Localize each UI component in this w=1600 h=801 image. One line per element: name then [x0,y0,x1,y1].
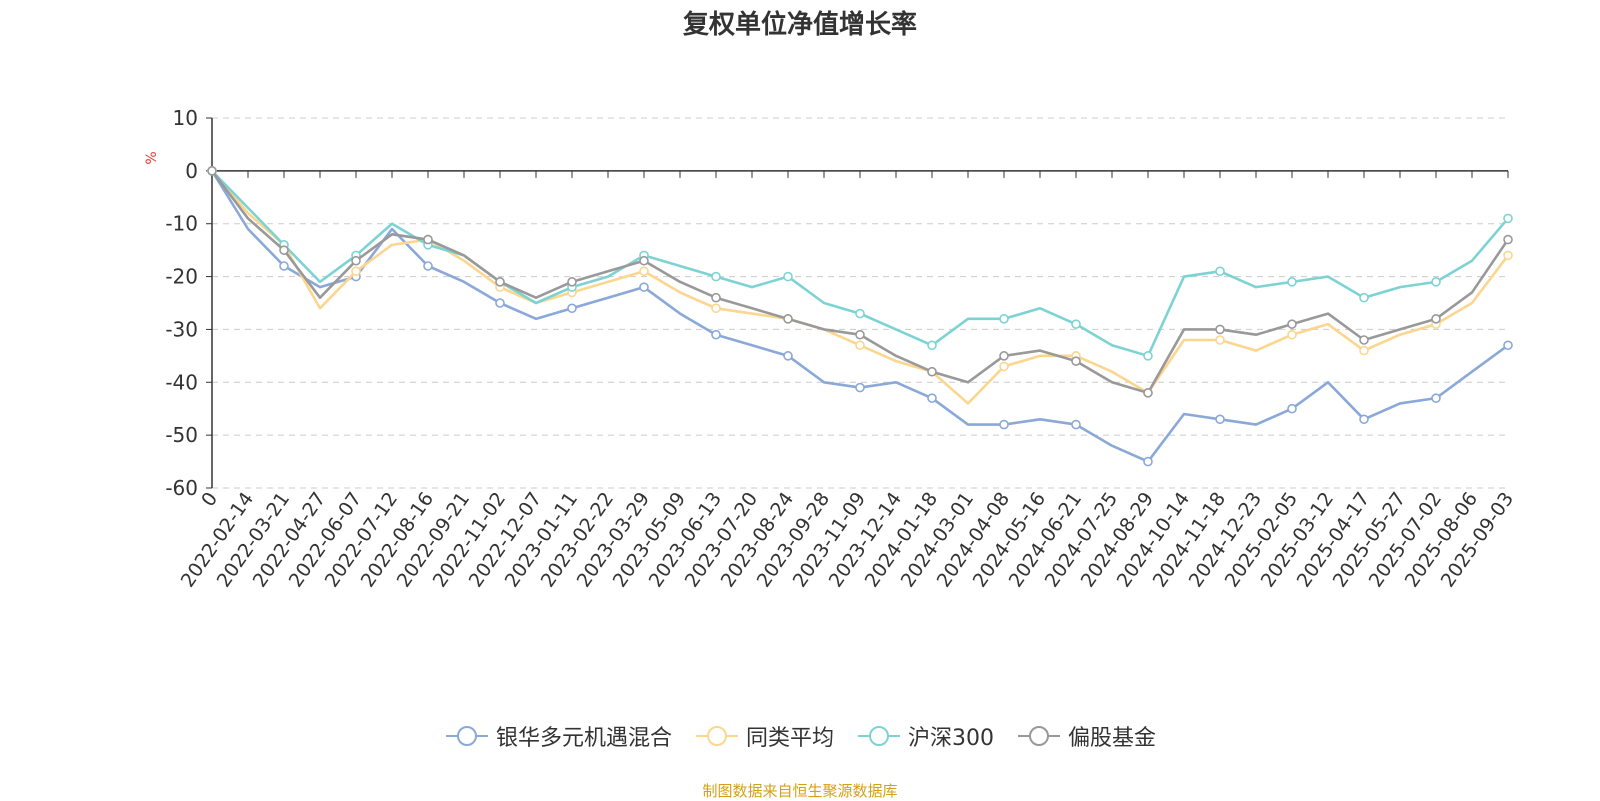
legend-label: 银华多元机遇混合 [495,726,672,751]
data-point [279,245,289,255]
data-point [927,366,937,377]
data-point [1287,277,1297,287]
data-point [1431,314,1441,324]
y-tick-label: -10 [165,212,198,236]
data-point [711,271,721,282]
data-point [855,340,865,351]
x-origin-label: 0 [197,488,222,511]
data-point [639,282,649,292]
data-point [279,261,289,271]
y-tick-label: -50 [165,423,198,447]
legend-marker-icon [445,726,488,746]
data-point [1215,335,1225,345]
data-point [351,255,361,266]
data-point [1359,345,1369,356]
data-point [999,314,1009,324]
y-axis-unit: % [144,151,160,164]
data-point [1431,393,1441,403]
legend-item[interactable]: 沪深300 [856,720,994,752]
data-point [711,292,721,303]
legend-marker-icon [1018,726,1060,746]
legend-item[interactable]: 偏股基金 [1016,720,1156,752]
data-point [1143,351,1153,361]
data-point [207,166,217,176]
data-point [855,308,865,319]
data-point [1143,456,1153,467]
y-tick-label: -40 [165,370,198,394]
data-point [1215,414,1225,425]
data-point [1359,335,1369,345]
legend-item[interactable]: 银华多元机遇混合 [444,720,672,752]
data-point [1287,329,1297,340]
data-point [639,255,649,266]
legend-item[interactable]: 同类平均 [694,720,834,752]
series-line [210,170,1510,395]
data-point [927,340,937,351]
y-tick-label: -20 [165,265,198,289]
legend-marker-icon [858,726,900,746]
data-point [567,303,577,314]
data-point [567,277,577,287]
data-point [1287,319,1297,329]
data-point [1503,340,1513,351]
legend-label: 偏股基金 [1068,726,1157,751]
data-point [783,351,793,361]
data-point [495,277,505,287]
data-point [1143,388,1153,398]
source-note: 制图数据来自恒生聚源数据库 [702,782,898,800]
data-point [1359,292,1369,303]
data-point [1071,319,1081,329]
data-point [423,261,433,271]
chart-title: 复权单位净值增长率 [682,10,917,40]
data-point [711,303,721,314]
legend-label: 沪深300 [908,726,994,751]
data-point [423,234,433,245]
data-point [639,266,649,277]
data-point [1071,419,1081,430]
data-point [1287,403,1297,414]
data-point [1503,250,1513,261]
data-point [783,271,793,282]
data-point [351,266,361,277]
data-point [1215,324,1225,335]
y-tick-label: -60 [165,476,198,500]
y-tick-label: -30 [165,317,198,341]
data-point [1503,234,1513,245]
legend-marker-icon [695,726,738,746]
data-point [855,329,865,340]
data-point [1215,266,1225,277]
series-line [211,170,1510,405]
data-point [1359,414,1369,425]
legend-label: 同类平均 [745,726,834,751]
data-point [1071,356,1081,366]
data-point [1503,213,1513,224]
data-point [711,329,721,340]
data-point [927,393,937,403]
chart-legend: 银华多元机遇混合 同类平均 沪深300 偏股基金 [0,720,1600,752]
y-tick-label: 0 [185,159,198,183]
data-point [999,361,1009,372]
data-point [1431,277,1441,287]
data-point [999,351,1009,361]
data-point [855,382,865,393]
y-tick-label: 10 [173,106,198,130]
data-point [495,298,505,308]
data-point [783,314,793,324]
data-point [999,419,1009,430]
